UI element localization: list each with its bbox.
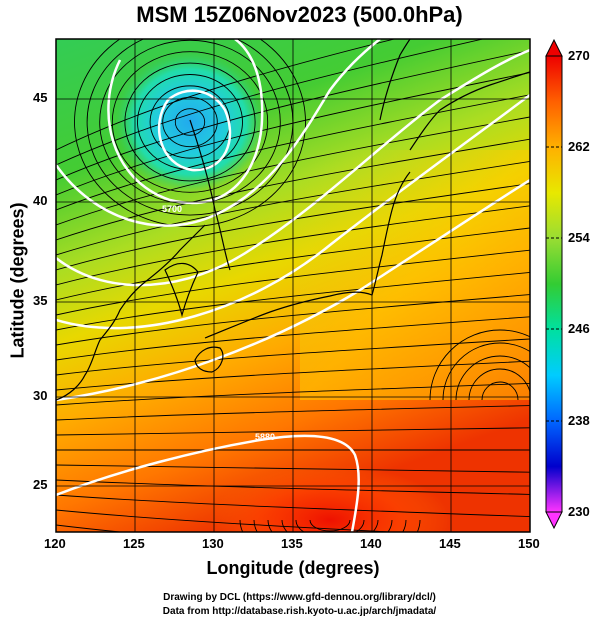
streamline (99, 39, 281, 205)
streamline (124, 62, 256, 182)
colorbar-min-arrow (545, 511, 563, 530)
contour-label: 5880 (255, 432, 275, 442)
x-tick-label: 135 (281, 536, 303, 551)
streamline (56, 160, 530, 256)
streamline (56, 116, 530, 226)
streamline (56, 49, 530, 181)
streamline (309, 519, 351, 532)
x-tick-label: 120 (44, 536, 66, 551)
coastlines (56, 39, 530, 401)
colorbar-tick-label: 270 (568, 48, 590, 63)
x-tick-label: 150 (518, 536, 540, 551)
colorbar (545, 38, 563, 530)
y-tick-label: 35 (33, 293, 48, 308)
streamline (137, 74, 243, 170)
streamline (111, 51, 269, 193)
streamline (56, 509, 400, 532)
colorbar-tick-label: 238 (568, 413, 590, 428)
plot-frame (55, 38, 531, 533)
streamline (455, 355, 530, 401)
streamline (174, 108, 206, 136)
plot-area: 5700 5880 (56, 39, 530, 532)
colorbar-tick-label: 230 (568, 504, 590, 519)
streamline (56, 94, 530, 211)
colorbar-max-arrow (545, 38, 563, 57)
x-tick-label: 125 (123, 536, 145, 551)
x-tick-label: 130 (202, 536, 224, 551)
colorbar-tick-label: 254 (568, 230, 590, 245)
streamline (295, 519, 365, 532)
streamline (429, 329, 530, 401)
streamline (56, 72, 530, 196)
temperature-field-east (300, 150, 530, 400)
warm-high (210, 465, 450, 532)
x-tick-label: 140 (360, 536, 382, 551)
x-tick-label: 145 (439, 536, 461, 551)
y-tick-label: 30 (33, 388, 48, 403)
colorbar-tick-label: 246 (568, 321, 590, 336)
y-tick-label: 45 (33, 90, 48, 105)
grid-lines (56, 39, 530, 532)
footer-credit-drawing: Drawing by DCL (https://www.gfd-dennou.o… (163, 592, 436, 603)
streamline (481, 381, 519, 401)
streamline (442, 342, 530, 401)
streamline (56, 524, 125, 532)
streamline (468, 368, 530, 401)
contour-label: 5700 (162, 204, 182, 214)
streamline (74, 39, 306, 227)
map-title: MSM 15Z06Nov2023 (500.0hPa) (136, 2, 463, 27)
x-axis-label: Longitude (degrees) (206, 558, 380, 578)
y-tick-label: 25 (33, 477, 48, 492)
streamline (56, 39, 485, 166)
y-tick-label: 40 (33, 193, 48, 208)
colorbar-tick-label: 262 (568, 139, 590, 154)
footer-credit-data: Data from http://database.rish.kyoto-u.a… (162, 606, 437, 617)
height-contours (56, 39, 530, 532)
cold-low (115, 52, 265, 192)
